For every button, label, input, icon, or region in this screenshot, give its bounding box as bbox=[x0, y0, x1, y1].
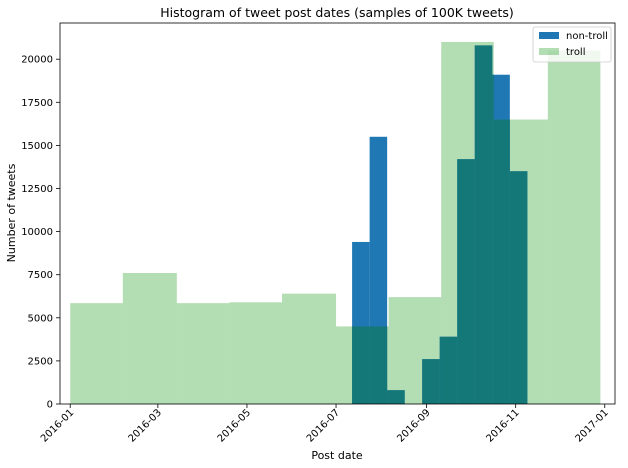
overlap-bar bbox=[388, 390, 405, 404]
y-tick-label: 17500 bbox=[21, 98, 53, 109]
troll-bar bbox=[282, 293, 337, 404]
x-tick-label: 2016-07 bbox=[305, 407, 342, 444]
chart-title: Histogram of tweet post dates (samples o… bbox=[160, 5, 514, 20]
legend-swatch-troll bbox=[539, 48, 559, 55]
troll-bar bbox=[229, 302, 282, 404]
overlap-bar bbox=[492, 74, 494, 405]
overlap-bar bbox=[369, 326, 388, 404]
overlap-bar bbox=[387, 390, 389, 404]
x-tick-label: 2016-09 bbox=[395, 407, 432, 444]
y-tick-label: 12500 bbox=[21, 184, 53, 195]
overlap-bar bbox=[509, 171, 528, 404]
troll-bar bbox=[176, 303, 230, 404]
x-axis: 2016-01 2016-03 2016-05 2016-07 2016-09 2016-… bbox=[39, 404, 611, 445]
overlap-bar bbox=[457, 159, 475, 404]
y-tick-label: 0 bbox=[47, 400, 53, 411]
y-tick-label: 2500 bbox=[28, 356, 53, 367]
x-tick-label: 2016-05 bbox=[216, 407, 253, 444]
troll-bar bbox=[70, 303, 123, 404]
y-tick-label: 20000 bbox=[21, 55, 53, 66]
legend-label-non-troll: non-troll bbox=[566, 31, 608, 42]
y-tick-label: 7500 bbox=[28, 270, 53, 281]
y-tick-label: 5000 bbox=[28, 313, 53, 324]
x-tick-label: 2016-11 bbox=[484, 407, 521, 444]
x-tick-label: 2017-01 bbox=[574, 407, 611, 444]
legend: non-troll troll bbox=[532, 26, 612, 63]
overlap-bar bbox=[493, 119, 510, 405]
overlap-bar bbox=[439, 336, 442, 404]
legend-label-troll: troll bbox=[566, 47, 586, 58]
y-axis-title: Number of tweets bbox=[5, 163, 18, 262]
overlap-bar bbox=[422, 359, 440, 404]
legend-swatch-non-troll bbox=[539, 32, 559, 39]
overlap-bar bbox=[474, 45, 493, 404]
x-tick-label: 2016-01 bbox=[39, 407, 76, 444]
troll-bar bbox=[122, 272, 177, 404]
y-tick-label: 15000 bbox=[21, 141, 53, 152]
plot-frame bbox=[59, 22, 616, 405]
troll-overlay-group bbox=[352, 45, 528, 405]
y-tick-label: 10000 bbox=[21, 227, 53, 238]
troll-bar bbox=[547, 50, 601, 404]
x-axis-title: Post date bbox=[311, 449, 363, 462]
overlap-bar bbox=[441, 336, 458, 404]
x-tick-label: 2016-03 bbox=[127, 407, 164, 444]
overlap-bar bbox=[352, 326, 370, 404]
y-axis: 0 2500 5000 7500 10000 12500 15000 17500 20000 bbox=[21, 55, 60, 411]
